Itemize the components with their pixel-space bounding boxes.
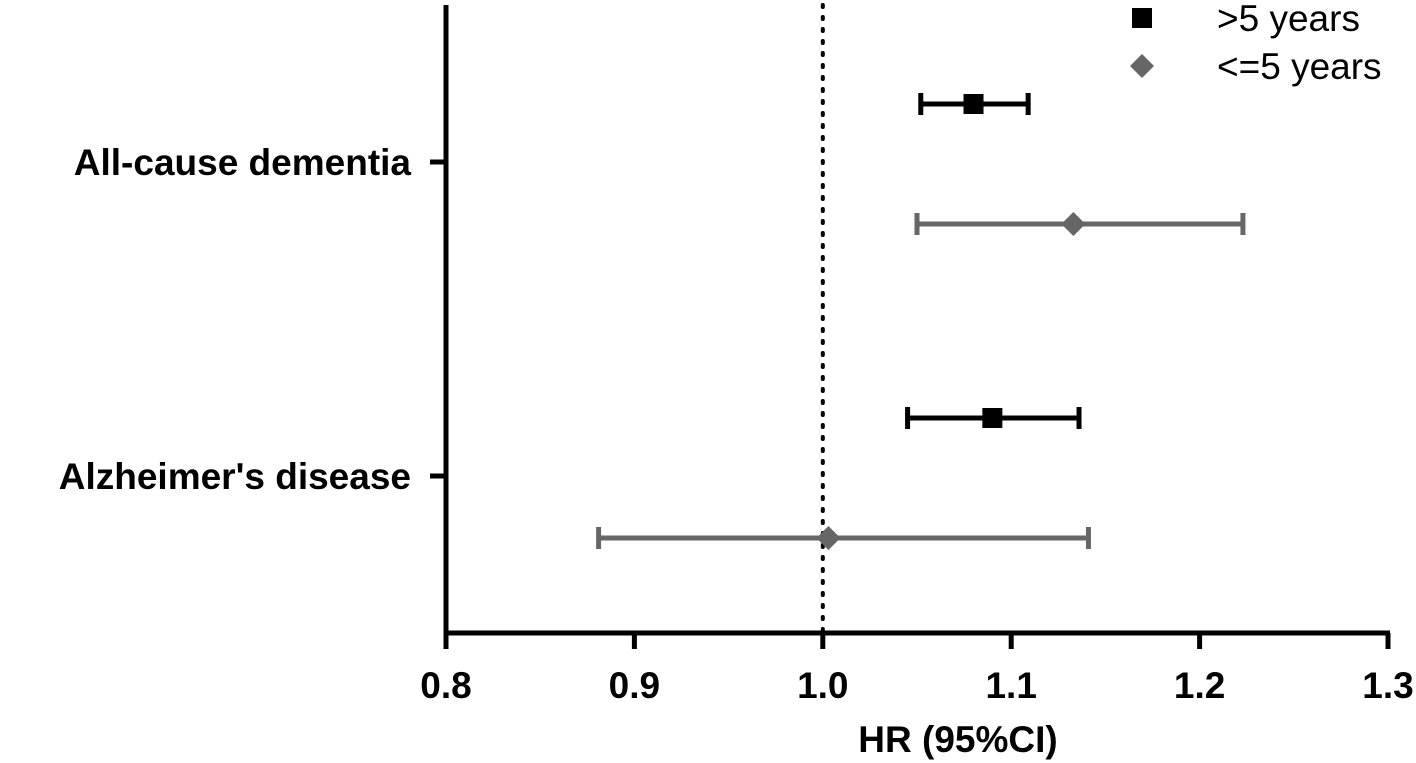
x-tick-label: 0.9 xyxy=(609,665,660,706)
x-tick-label: 1.3 xyxy=(1362,665,1413,706)
x-tick-label: 1.1 xyxy=(985,665,1036,706)
x-axis-ticks: 0.8 0.9 1.0 1.1 1.2 1.3 xyxy=(420,633,1414,706)
hr-marker-diamond xyxy=(1061,212,1086,236)
category-ticks: All-cause dementia Alzheimer's disease xyxy=(59,142,446,497)
data-point xyxy=(905,407,1082,429)
legend-label: >5 years xyxy=(1217,0,1360,39)
hr-marker-square xyxy=(963,94,984,114)
hr-marker-square xyxy=(982,408,1003,428)
data-point xyxy=(914,212,1246,236)
category-label: Alzheimer's disease xyxy=(59,456,411,497)
data-point xyxy=(918,93,1031,115)
x-tick-label: 1.2 xyxy=(1174,665,1225,706)
legend: >5 years <=5 years xyxy=(1130,0,1382,87)
legend-marker-diamond xyxy=(1130,54,1154,78)
x-axis-title: HR (95%CI) xyxy=(858,719,1057,760)
category-label: All-cause dementia xyxy=(74,142,412,183)
x-tick-label: 1.0 xyxy=(797,665,848,706)
legend-marker-square xyxy=(1132,8,1152,28)
x-tick-label: 0.8 xyxy=(420,665,471,706)
data-point xyxy=(596,526,1091,550)
series-group xyxy=(596,93,1246,550)
hr-marker-diamond xyxy=(816,526,841,550)
legend-label: <=5 years xyxy=(1217,46,1382,87)
